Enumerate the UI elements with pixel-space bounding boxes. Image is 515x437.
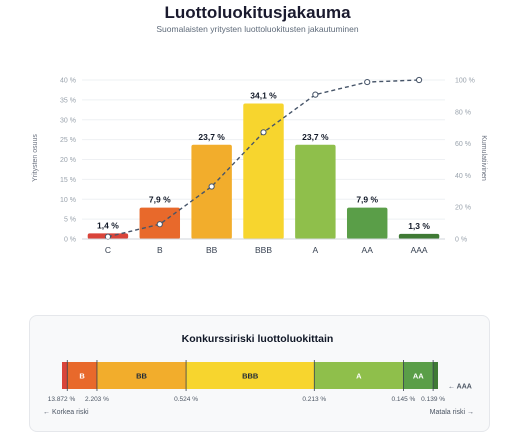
y2-axis-title: Kumulatiivinen	[480, 135, 487, 181]
risk-segment-label: B	[79, 372, 85, 381]
x-tick-label: B	[157, 245, 163, 255]
risk-boundary-label: 0.139 %	[421, 396, 445, 403]
risk-segment-BB	[96, 362, 187, 389]
y-tick-label: 15 %	[60, 177, 76, 184]
y-tick-label: 10 %	[60, 197, 76, 204]
risk-segment-C	[62, 362, 68, 389]
risk-segment-label: BB	[136, 372, 147, 381]
distribution-chart: 1,4 % 7,9 % 23,7 % 34,1 % 23,7 % 7,9 % 1,3 % 0…	[32, 76, 487, 255]
cumulative-point	[208, 183, 215, 190]
y2-tick-label: 80 %	[455, 109, 471, 116]
data-label: 1,3 %	[408, 221, 430, 231]
y2-tick-label: 100 %	[455, 78, 475, 85]
risk-segment-label: BBB	[242, 372, 259, 381]
x-tick-label: BBB	[255, 245, 272, 255]
cumulative-point	[260, 129, 267, 136]
y-tick-label: 5 %	[64, 217, 76, 224]
x-tick-label: AA	[362, 245, 374, 255]
x-tick-label: C	[105, 245, 111, 255]
y-tick-label: 20 %	[60, 157, 76, 164]
y-tick-label: 0 %	[64, 237, 76, 244]
data-label: 1,4 %	[97, 220, 119, 230]
risk-segment-BBB	[186, 362, 315, 389]
x-tick-label: AAA	[411, 245, 428, 255]
cumulative-point	[312, 91, 319, 98]
low-risk-note: Matala riski →	[430, 409, 474, 416]
bar-BBB	[243, 103, 284, 239]
y-tick-label: 35 %	[60, 97, 76, 104]
data-label: 7,9 %	[356, 195, 378, 205]
cumulative-point	[415, 76, 423, 84]
y2-tick-label: 60 %	[455, 141, 471, 148]
risk-segment-B	[67, 362, 97, 389]
bar-AA	[346, 207, 388, 239]
cumulative-point	[364, 78, 371, 86]
y2-tick-label: 20 %	[455, 205, 471, 212]
risk-boundary-label: 0.145 %	[391, 396, 415, 403]
y2-tick-label: 0 %	[455, 237, 467, 244]
chart-title: Luottoluokitusjakauma	[164, 3, 351, 22]
cumulative-point	[156, 221, 163, 228]
risk-panel-title: Konkurssiriski luottoluokittain	[181, 333, 334, 345]
bar-AAA	[398, 233, 440, 239]
aaa-callout: ← AAA	[448, 384, 472, 391]
risk-segment-A	[314, 362, 404, 389]
y2-tick-label: 40 %	[455, 173, 471, 180]
risk-boundary-label: 13.872 %	[48, 396, 76, 403]
x-tick-label: A	[313, 245, 319, 255]
y-tick-label: 25 %	[60, 137, 76, 144]
data-label: 34,1 %	[250, 90, 277, 100]
risk-segment-AAA	[433, 362, 438, 389]
bar-A	[295, 144, 336, 239]
y-axis-title: Yritysten osuus	[32, 134, 39, 182]
data-label: 23,7 %	[302, 132, 329, 142]
y-tick-label: 30 %	[60, 117, 76, 124]
risk-segment-label: AA	[413, 372, 424, 381]
bar-BB	[191, 144, 232, 239]
x-tick-label: BB	[206, 245, 218, 255]
risk-segment-AA	[403, 362, 434, 389]
risk-segment-label: A	[356, 372, 362, 381]
risk-boundary-label: 0.213 %	[302, 396, 326, 403]
risk-boundary-label: 2.203 %	[85, 396, 109, 403]
data-label: 7,9 %	[149, 195, 171, 205]
y-tick-label: 40 %	[60, 78, 76, 85]
data-label: 23,7 %	[198, 132, 225, 142]
high-risk-note: ← Korkea riski	[43, 409, 89, 416]
chart-subtitle: Suomalaisten yritysten luottoluokitusten…	[156, 24, 359, 34]
risk-boundary-label: 0.524 %	[174, 396, 198, 403]
